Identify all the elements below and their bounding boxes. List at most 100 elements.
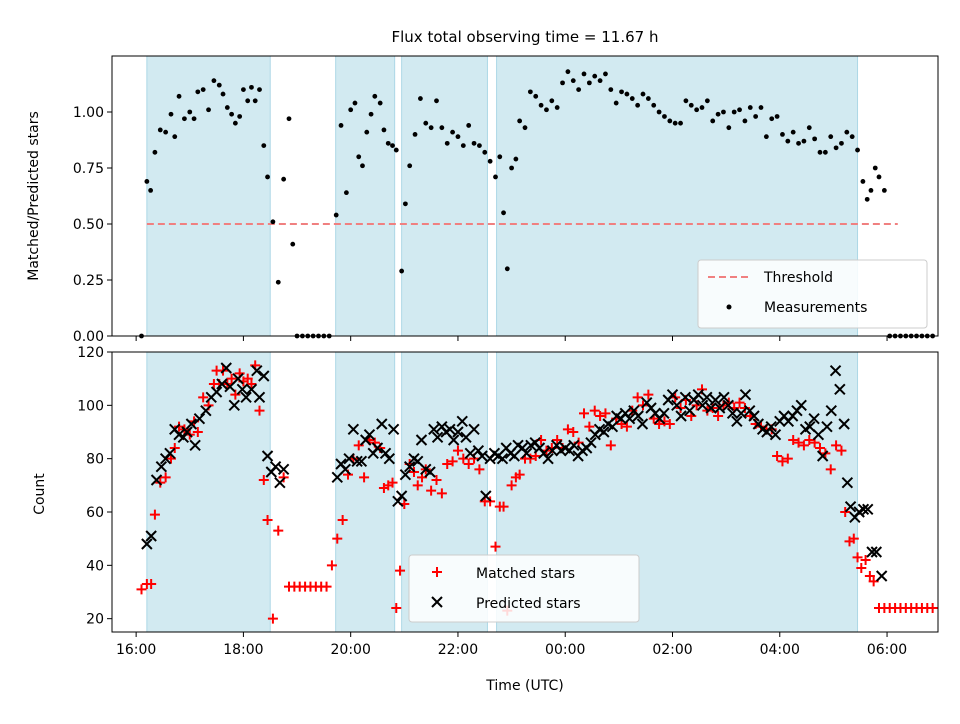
predicted-star-point [598,426,610,438]
predicted-star-point [679,391,692,404]
measurement-point [790,129,796,135]
measurement-point [428,125,434,131]
measurement-point [360,163,365,169]
measurement-point [252,98,258,104]
predicted-star-point [200,404,212,417]
matched-star-point [267,613,278,624]
measurement-point [237,114,243,119]
matched-star-point [927,603,938,613]
matched-star-point [848,533,859,544]
top-y-axis-label: Matched/Predicted stars [26,111,42,281]
predicted-star-point [210,386,223,398]
matched-star-point [568,427,579,437]
legend-measurements-swatch [726,304,732,310]
measurement-point [281,176,287,182]
measurement-point [187,109,193,115]
predicted-star-point [387,423,400,436]
top-legend-box [697,259,928,329]
measurement-point [662,114,667,119]
measurement-point [211,78,217,84]
predicted-star-point [164,447,176,460]
matched-star-point [525,453,536,464]
y-tick-label: 120 [77,345,104,361]
matched-star-point [391,603,402,613]
measurement-point [667,118,673,124]
measurement-point [881,188,887,193]
measurement-point [412,132,418,137]
predicted-star-point [718,391,730,404]
top-x-axis [135,336,888,341]
predicted-star-point [269,460,282,473]
measurement-point [796,140,801,146]
predicted-star-point [403,460,416,473]
measurement-point [286,116,292,122]
measurement-point [715,111,721,117]
matched-star-point [431,475,442,485]
predicted-star-point [825,404,837,417]
measurement-point [613,100,619,106]
bottom-x-axis: 16:00 18:00 20:00 22:00 00:00 02:00 04:00 06:00 [116,632,907,658]
matched-star-point [562,424,573,435]
measurement-point [402,201,408,207]
predicted-star-point [240,391,252,404]
observing-window [401,55,488,337]
matched-star-point [836,445,847,456]
measurement-point [651,102,657,108]
measurement-point [833,145,839,151]
matched-star-point [589,405,600,416]
predicted-star-point [339,463,352,476]
measurement-point [801,138,807,144]
legend-matched-swatch [432,567,442,577]
matched-star-point [605,440,616,451]
predicted-star-point [838,418,850,430]
measurement-point [806,125,812,131]
measurement-point [656,109,662,115]
predicted-star-point [424,466,436,478]
predicted-star-point [841,476,854,489]
matched-star-point [506,480,517,491]
measurement-point [460,143,466,149]
measurement-point [721,109,726,115]
predicted-star-point [480,490,492,502]
predicted-star-point [696,399,709,412]
matched-star-point [621,421,632,432]
predicted-star-point [875,570,888,582]
x-tick-label: 22:00 [438,642,478,658]
measurement-point [270,219,276,225]
legend-matched-label: Matched stars [476,566,575,582]
measurement-point [182,116,187,122]
predicted-star-point [343,452,355,465]
measurement-point [763,134,769,140]
measurement-point [554,105,560,110]
measurement-point [769,116,775,122]
predicted-star-point [795,399,807,412]
matched-star-point [734,397,745,408]
measurement-point [817,149,823,155]
measurement-point [860,179,866,184]
matched-star-point [772,451,783,461]
y-tick-label: 1.00 [73,105,104,121]
matched-star-point [864,571,875,581]
measurement-point [683,98,689,104]
matched-star-point [552,435,563,445]
predicted-star-point [216,378,228,390]
measurement-point [844,129,850,135]
measurement-point [487,158,493,164]
measurement-point [737,107,742,113]
predicted-star-point [709,394,722,406]
predicted-star-point [476,450,488,462]
predicted-star-point [808,412,820,425]
predicted-star-point [834,383,846,396]
predicted-star-point [155,460,168,473]
matched-star-point [160,472,171,483]
predicted-star-point [726,407,739,420]
predicted-star-point [731,415,743,428]
predicted-star-point [464,447,476,460]
matched-star-point [798,440,809,451]
matched-star-point [442,459,453,469]
top-panel: 0.00 0.25 0.50 0.75 1.00 Flux total observin… [26,28,939,345]
matched-star-point [337,515,348,525]
measurement-point [482,149,488,155]
matched-star-point [452,445,463,456]
predicted-star-point [228,399,240,412]
